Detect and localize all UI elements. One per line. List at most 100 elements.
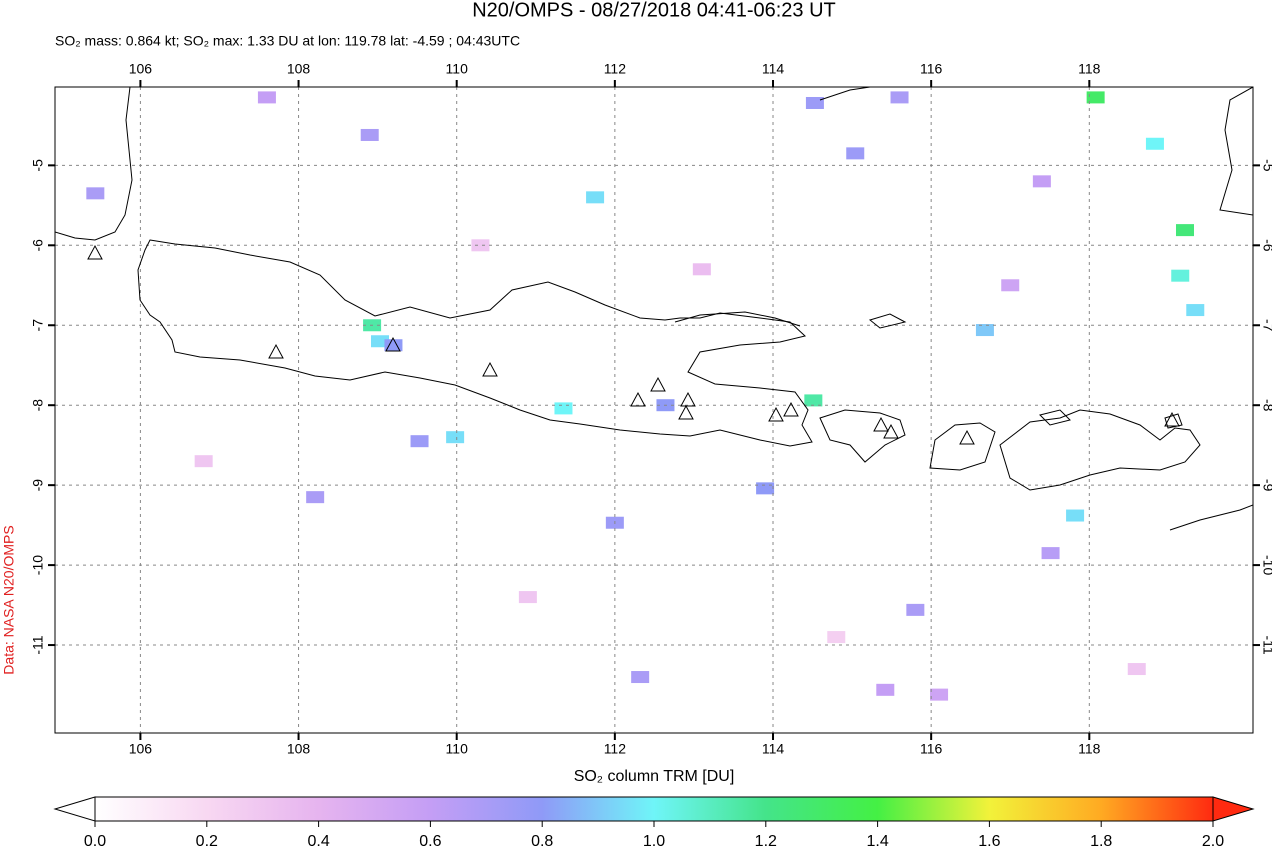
so2-cells xyxy=(86,91,1205,701)
tick-mark xyxy=(772,80,775,87)
so2-cell xyxy=(518,591,537,604)
so2-cell xyxy=(846,147,865,160)
coast-sumbawa xyxy=(999,409,1201,491)
tick-mark xyxy=(1088,80,1091,87)
colorbar-tick-label: 0.2 xyxy=(196,833,218,850)
map-area xyxy=(55,87,1253,733)
y-tick-label: -8 xyxy=(1260,399,1272,412)
colorbar-tick-label: 1.0 xyxy=(643,833,665,850)
map-subtitle: SO₂ mass: 0.864 kt; SO₂ max: 1.33 DU at … xyxy=(55,33,520,49)
volcanoes xyxy=(87,244,1180,445)
y-tick-label: -9 xyxy=(30,479,46,492)
colorbar-bar xyxy=(94,796,1214,822)
colorbar: SO₂ column TRM [DU] 0.0 0.2 0.4 0.6 0.8 1.0 1.… xyxy=(53,768,1255,850)
coast-madura xyxy=(674,311,801,327)
colorbar-tick-label: 2.0 xyxy=(1202,833,1224,850)
x-tick-label: 116 xyxy=(920,741,943,757)
colorbar-over xyxy=(1212,796,1255,822)
x-tick-label: 118 xyxy=(1078,741,1101,757)
y-tick-label: -5 xyxy=(30,159,46,172)
colorbar-tick-label: 0.6 xyxy=(419,833,441,850)
y-tick-label: -6 xyxy=(1260,239,1272,252)
so2-cell xyxy=(554,402,573,415)
tick-mark xyxy=(139,80,142,87)
tick-mark xyxy=(297,80,300,87)
volcano-marker xyxy=(385,336,401,352)
tick-mark xyxy=(613,733,616,740)
so2-cell xyxy=(1086,91,1105,104)
tick-mark xyxy=(1253,644,1260,647)
tick-mark xyxy=(48,644,55,647)
y-tick-label: -11 xyxy=(30,635,46,654)
x-tick-label: 108 xyxy=(287,61,311,77)
y-tick-label: -7 xyxy=(30,319,46,332)
map-background xyxy=(55,87,1253,733)
so2-cell xyxy=(827,631,846,644)
x-tick-label: 106 xyxy=(129,741,153,757)
x-tick-label: 116 xyxy=(920,61,943,77)
map-title: N20/OMPS - 08/27/2018 04:41-06:23 UT xyxy=(472,0,836,21)
so2-cell xyxy=(1127,663,1146,676)
so2-cell xyxy=(890,91,909,104)
tick-mark xyxy=(297,733,300,740)
y-tick-label: -6 xyxy=(30,239,46,252)
so2-cell xyxy=(360,128,379,141)
data-credit: Data: NASA N20/OMPS xyxy=(1,525,17,674)
so2-cell xyxy=(257,91,276,104)
tick-mark xyxy=(48,404,55,407)
so2-cell xyxy=(384,339,403,352)
tick-mark xyxy=(613,80,616,87)
tick-mark xyxy=(48,564,55,567)
so2-cell xyxy=(692,263,711,276)
volcano-marker xyxy=(783,401,799,417)
so2-cell xyxy=(756,482,775,495)
so2-cell xyxy=(876,683,895,696)
coast-sumatra xyxy=(55,87,133,241)
tick-mark xyxy=(930,80,933,87)
colorbar-under xyxy=(53,796,96,822)
tick-mark xyxy=(48,244,55,247)
so2-cell xyxy=(1001,279,1020,292)
volcano-marker xyxy=(768,406,784,422)
tick-mark xyxy=(455,80,458,87)
y-tick-label: -9 xyxy=(1260,479,1272,492)
x-tick-label: 112 xyxy=(604,61,627,77)
volcano-marker xyxy=(883,423,899,439)
tick-mark xyxy=(930,733,933,740)
tick-mark xyxy=(1253,404,1260,407)
x-tick-label: 110 xyxy=(446,61,469,77)
so2-cell xyxy=(805,96,824,109)
so2-cell xyxy=(1171,269,1190,282)
tick-mark xyxy=(48,164,55,167)
coast-java xyxy=(137,239,813,447)
tick-mark xyxy=(1253,484,1260,487)
so2-cell xyxy=(446,431,465,444)
coast-sulawesi xyxy=(1219,87,1253,216)
so2-cell xyxy=(975,324,994,337)
so2-cell xyxy=(1145,137,1164,150)
so2-cell xyxy=(631,671,650,684)
colorbar-tick-label: 1.6 xyxy=(978,833,1000,850)
tick-mark xyxy=(1253,324,1260,327)
so2-cell xyxy=(471,239,490,252)
x-tick-label: 112 xyxy=(604,741,627,757)
coast-bali xyxy=(819,409,906,463)
so2-cell xyxy=(906,603,925,616)
coast-sumba xyxy=(1169,504,1253,531)
x-tick-label: 110 xyxy=(446,741,469,757)
y-tick-label: -10 xyxy=(30,555,46,575)
tick-mark xyxy=(1253,244,1260,247)
so2-cell xyxy=(306,491,325,504)
volcano-marker xyxy=(650,376,666,392)
volcano-marker xyxy=(482,361,498,377)
volcano-marker xyxy=(268,343,284,359)
volcano-marker xyxy=(873,416,889,432)
volcano-marker xyxy=(680,391,696,407)
volcano-marker xyxy=(630,391,646,407)
map-frame xyxy=(54,86,1254,734)
tick-mark xyxy=(1253,164,1260,167)
so2-cell xyxy=(1041,547,1060,560)
coastlines xyxy=(55,87,1253,531)
colorbar-tick-label: 0.8 xyxy=(531,833,553,850)
